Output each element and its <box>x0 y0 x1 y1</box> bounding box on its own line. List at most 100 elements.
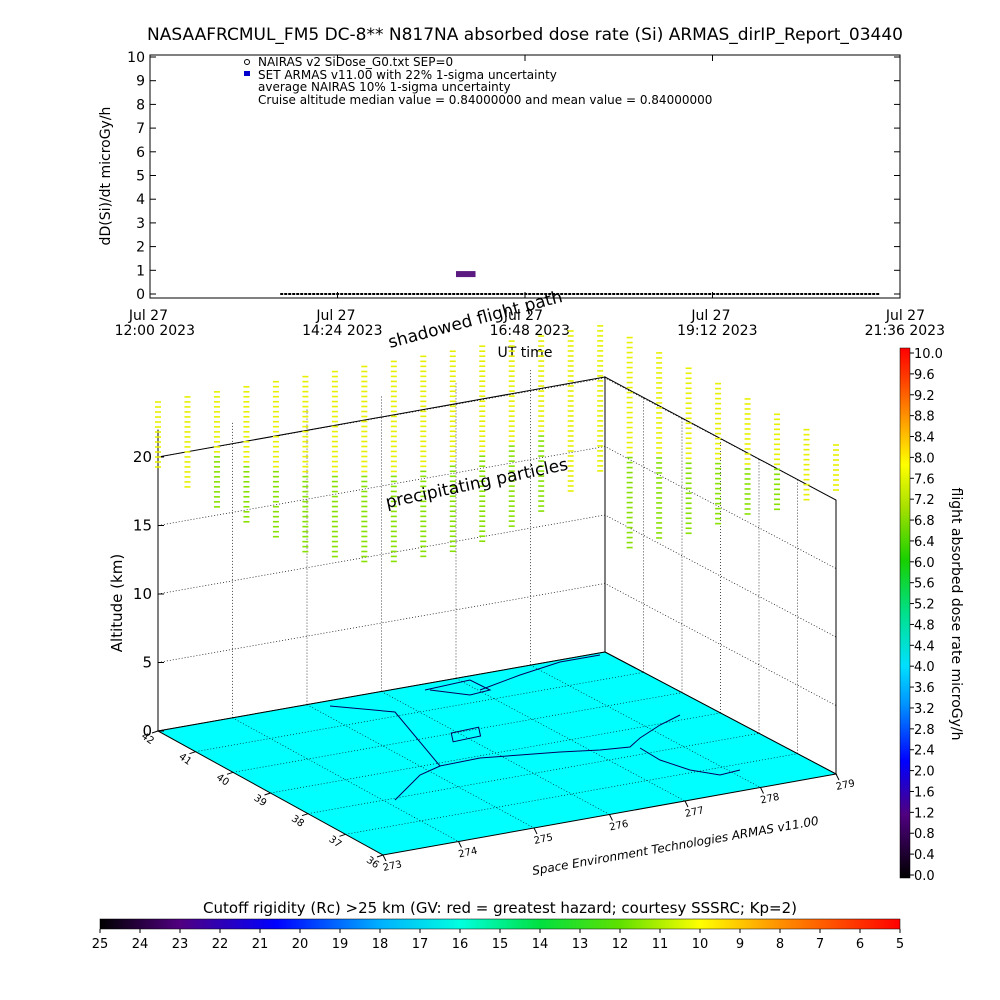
right-colorbar-tick-label: 8.4 <box>914 431 935 446</box>
figure-title: NASAAFRCMUL_FM5 DC-8** N817NA absorbed d… <box>147 25 903 45</box>
right-colorbar-tick-label: 6.8 <box>914 514 935 529</box>
bottom-colorbar-tick-label: 10 <box>692 937 709 952</box>
bottom-colorbar-tick-label: 8 <box>776 937 784 952</box>
top-x-tick-date: Jul 27 <box>315 308 355 324</box>
top-y-axis-label: dD(Si)/dt microGy/h <box>98 107 114 246</box>
top-x-tick-date: Jul 27 <box>128 308 168 324</box>
floor-y-tick <box>264 792 271 796</box>
floor-x-axis: 273 274 275 276 277 278 279 <box>382 773 856 874</box>
floor-x-tick <box>458 841 462 848</box>
map-surface <box>156 651 838 856</box>
top-y-axis: 0 1 2 3 4 5 6 7 8 9 10 <box>127 50 900 303</box>
right-colorbar-tick-label: 5.6 <box>914 577 935 592</box>
right-colorbar-ticks: 10.0 9.6 9.2 8.8 8.4 8.0 7.6 7.2 6.8 6.4 6.0 5.6 5.2… <box>910 347 943 884</box>
armas-credit-label: Space Environment Technologies ARMAS v11… <box>531 814 820 878</box>
right-colorbar-tick-label: 0.4 <box>914 848 935 863</box>
bottom-colorbar-tick-label: 12 <box>612 937 629 952</box>
top-y-tick-label: 10 <box>127 50 145 66</box>
top-legend: NAIRAS v2 SiDose_G0.txt SEP=0 SET ARMAS … <box>244 55 712 107</box>
right-colorbar-tick-label: 3.2 <box>914 702 935 717</box>
top-x-tick-time: 19:12 2023 <box>677 323 757 339</box>
bottom-colorbar-tick-label: 21 <box>252 937 269 952</box>
top-y-tick-label: 5 <box>136 169 145 185</box>
floor-x-tick-label: 279 <box>835 778 856 793</box>
top-x-tick-date: Jul 27 <box>885 308 925 324</box>
floor-grid-line-cross <box>270 712 721 794</box>
floor-x-tick <box>382 854 387 862</box>
legend-entry-nairas: NAIRAS v2 SiDose_G0.txt SEP=0 <box>258 55 453 69</box>
top-x-tick-date: Jul 27 <box>690 308 730 324</box>
floor-x-tick-label: 277 <box>684 805 705 820</box>
right-colorbar-tick-label: 1.6 <box>914 785 935 800</box>
floor-grid-line-cross <box>307 733 760 814</box>
bottom-colorbar-tick-label: 25 <box>92 937 109 952</box>
right-colorbar-tick-label: 3.6 <box>914 681 935 696</box>
floor-y-tick-label: 37 <box>327 834 344 850</box>
floor-y-tick <box>226 771 234 775</box>
right-colorbar-tick-label: 6.0 <box>914 556 935 571</box>
floor-x-tick <box>609 814 613 821</box>
floor-y-tick-label: 39 <box>252 793 269 809</box>
floor-x-tick-label: 273 <box>382 859 403 874</box>
wall-grid-line <box>157 446 837 569</box>
z-axis: 0 5 10 15 20 <box>133 429 164 740</box>
floor-y-tick <box>301 813 309 817</box>
top-x-tick-date: Jul 27 <box>503 308 543 324</box>
right-colorbar-tick-label: 7.6 <box>914 472 935 487</box>
legend-entry-average: average NAIRAS 10% 1-sigma uncertainty <box>258 80 511 94</box>
top-y-tick-label: 3 <box>136 216 145 232</box>
bottom-colorbar-ticks: 25 24 23 22 21 20 19 18 17 16 15 14 13 12 11 10 9 8 7 6 5 <box>92 929 904 952</box>
right-colorbar-tick-label: 8.8 <box>914 410 935 425</box>
top-y-tick-label: 4 <box>136 192 145 208</box>
legend-entry-armas: SET ARMAS v11.00 with 22% 1-sigma uncert… <box>258 68 557 82</box>
z-axis-tick-label: 0 <box>142 722 152 740</box>
right-colorbar-tick-label: 8.0 <box>914 451 935 466</box>
right-colorbar-tick-label: 1.2 <box>914 806 935 821</box>
right-colorbar-tick-label: 2.4 <box>914 744 935 759</box>
bottom-colorbar-tick-label: 22 <box>212 937 229 952</box>
wall-grid-line <box>157 377 837 501</box>
floor-y-tick-label: 38 <box>289 813 306 829</box>
z-axis-tick-label: 15 <box>133 517 152 535</box>
bottom-colorbar-tick-label: 18 <box>372 937 389 952</box>
floor-x-tick <box>760 787 764 794</box>
right-colorbar: 10.0 9.6 9.2 8.8 8.4 8.0 7.6 7.2 6.8 6.4 6.0 5.6 5.2… <box>899 347 964 884</box>
floor-y-tick <box>339 833 346 837</box>
top-series <box>280 271 880 295</box>
bottom-colorbar-tick-label: 6 <box>856 937 864 952</box>
top-y-tick-label: 9 <box>136 74 145 90</box>
floor-y-tick <box>189 751 196 755</box>
right-colorbar-tick-label: 7.2 <box>914 493 935 508</box>
legend-marker-nairas <box>244 59 250 65</box>
top-x-tick-time: 16:48 2023 <box>490 323 570 339</box>
bottom-colorbar-tick-label: 11 <box>652 937 669 952</box>
bottom-colorbar-tick-label: 17 <box>412 937 429 952</box>
right-colorbar-label: flight absorbed dose rate microGy/h <box>948 488 964 741</box>
top-x-tick-time: 21:36 2023 <box>865 323 945 339</box>
top-y-tick-label: 8 <box>136 97 145 113</box>
wall-grid-line <box>157 514 837 638</box>
precipitating-particles <box>155 325 839 563</box>
bottom-colorbar-tick-label: 13 <box>572 937 589 952</box>
right-colorbar-tick-label: 9.2 <box>914 389 935 404</box>
right-colorbar-tick-label: 0.0 <box>914 869 935 884</box>
map-coastlines <box>329 654 741 801</box>
right-colorbar-tick-label: 4.4 <box>914 639 935 654</box>
bottom-colorbar-tick-label: 14 <box>532 937 549 952</box>
right-colorbar-tick-label: 10.0 <box>914 347 943 362</box>
bottom-colorbar-tick-label: 9 <box>736 937 744 952</box>
floor-y-tick-label: 36 <box>364 855 381 871</box>
right-colorbar-gradient <box>899 347 911 879</box>
bottom-colorbar-gradient <box>99 918 901 930</box>
top-y-tick-label: 7 <box>136 121 145 137</box>
top-y-tick-label: 6 <box>136 145 145 161</box>
floor-x-tick <box>684 800 689 808</box>
z-axis-tick-label: 20 <box>133 448 152 466</box>
floor-x-tick-label: 275 <box>533 832 554 847</box>
bottom-colorbar-tick-label: 7 <box>816 937 824 952</box>
bottom-colorbar-tick-label: 16 <box>452 937 469 952</box>
